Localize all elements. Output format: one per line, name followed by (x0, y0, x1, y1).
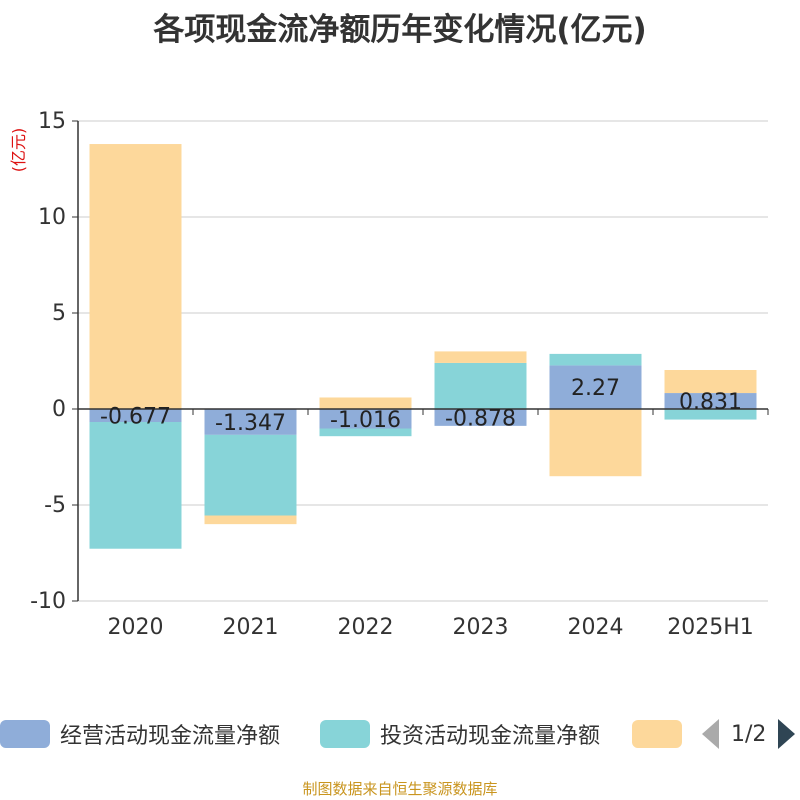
legend-next-arrow-icon[interactable] (778, 719, 796, 749)
data-label: -1.016 (330, 408, 401, 433)
y-tick-label: 0 (52, 397, 66, 422)
data-label: 0.831 (679, 390, 742, 415)
legend-prev-arrow-icon[interactable] (702, 719, 719, 749)
bar-operating-2020 (89, 409, 182, 422)
bar-operating-2022 (319, 409, 412, 429)
x-tick-label: 2025H1 (667, 615, 754, 640)
data-label: 2.27 (571, 376, 620, 401)
x-tick-label: 2022 (338, 615, 394, 640)
y-tick-label: 5 (52, 301, 66, 326)
bar-third-2020 (89, 144, 182, 410)
bar-operating-2021 (204, 409, 297, 435)
bar-third-2022 (319, 397, 412, 409)
legend-label-operating: 经营活动现金流量净额 (60, 724, 281, 749)
legend-pager: 1/2 (702, 712, 796, 756)
bar-third-2024 (549, 409, 642, 477)
data-source-note: 制图数据来自恒生聚源数据库 (302, 780, 498, 798)
x-tick-label: 2020 (108, 615, 164, 640)
bar-investing-2021 (204, 434, 297, 516)
bar-operating-2023 (434, 409, 527, 426)
bar-operating-2025H1 (664, 393, 757, 409)
x-tick-label: 2024 (568, 615, 624, 640)
bar-operating-2024 (549, 365, 642, 409)
bar-investing-2024 (549, 353, 642, 366)
legend-item-operating[interactable]: 经营活动现金流量净额 (0, 712, 280, 756)
bar-third-2021 (204, 515, 297, 525)
legend-item-third[interactable] (632, 712, 682, 756)
y-tick-label: -5 (44, 493, 66, 518)
bar-investing-2020 (89, 421, 182, 549)
bar-investing-2022 (319, 428, 412, 437)
x-tick-label: 2021 (223, 615, 279, 640)
y-tick-label: 10 (38, 205, 66, 230)
data-label: -1.347 (215, 411, 286, 436)
data-label: -0.878 (445, 406, 516, 431)
legend-page-indicator: 1/2 (731, 721, 767, 747)
legend: 经营活动现金流量净额 投资活动现金流量净额 (0, 712, 800, 756)
legend-swatch-third (632, 720, 682, 748)
chart-title: 各项现金流净额历年变化情况(亿元) (153, 12, 647, 48)
y-tick-label: 15 (38, 109, 66, 134)
legend-swatch-investing (320, 720, 370, 748)
bar-third-2023 (434, 351, 527, 363)
y-tick-label: -10 (30, 589, 66, 614)
bar-investing-2025H1 (664, 409, 757, 420)
legend-label-investing: 投资活动现金流量净额 (380, 724, 601, 749)
x-tick-label: 2023 (453, 615, 509, 640)
bar-third-2025H1 (664, 370, 757, 394)
bar-investing-2023 (434, 362, 527, 409)
legend-item-investing[interactable]: 投资活动现金流量净额 (320, 712, 600, 756)
legend-swatch-operating (0, 720, 50, 748)
data-label: -0.677 (100, 404, 171, 429)
